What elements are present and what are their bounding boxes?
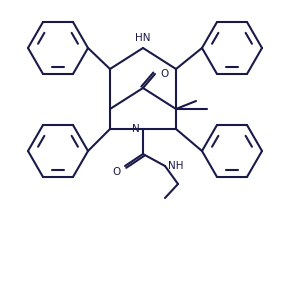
Text: HN: HN (135, 33, 151, 43)
Text: O: O (160, 69, 168, 79)
Text: N: N (132, 124, 140, 134)
Text: O: O (113, 167, 121, 177)
Text: NH: NH (168, 161, 184, 171)
